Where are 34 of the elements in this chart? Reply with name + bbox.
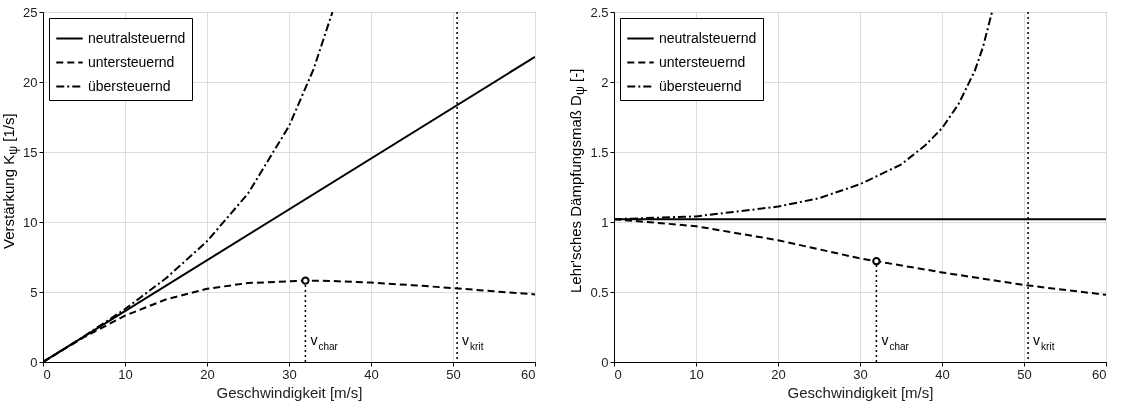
- x-tick-label: 60: [1092, 366, 1107, 382]
- x-tick-label: 10: [689, 366, 704, 382]
- x-tick-label: 40: [364, 366, 379, 382]
- y-tick-label: 10: [23, 214, 38, 230]
- x-tick-label: 30: [853, 366, 868, 382]
- y-tick-label: 2.5: [590, 4, 609, 20]
- legend-label: untersteuernd: [659, 53, 746, 70]
- x-axis-title: Geschwindigkeit [m/s]: [216, 383, 363, 401]
- y-tick-label: 2: [601, 74, 609, 90]
- legend-label: neutralsteuernd: [659, 29, 757, 46]
- x-tick-label: 60: [521, 366, 536, 382]
- y-tick-label: 25: [23, 4, 38, 20]
- x-tick-label: 50: [1017, 366, 1032, 382]
- y-tick-label: 1.5: [590, 144, 609, 160]
- y-tick-label: 1: [601, 214, 609, 230]
- x-tick-label: 0: [614, 366, 622, 382]
- legend-label: übersteuernd: [659, 77, 742, 94]
- y-tick-label: 0: [30, 354, 38, 370]
- y-tick-label: 20: [23, 74, 38, 90]
- x-tick-label: 40: [935, 366, 950, 382]
- legend-label: übersteuernd: [88, 77, 171, 94]
- legend-label: untersteuernd: [88, 53, 175, 70]
- y-tick-label: 0.5: [590, 284, 609, 300]
- y-tick-label: 5: [30, 284, 38, 300]
- legend-label: neutralsteuernd: [88, 29, 186, 46]
- y-tick-label: 0: [601, 354, 609, 370]
- x-tick-label: 20: [200, 366, 215, 382]
- y-tick-label: 15: [23, 144, 38, 160]
- x-tick-label: 20: [771, 366, 786, 382]
- x-tick-label: 10: [118, 366, 133, 382]
- x-tick-label: 30: [282, 366, 297, 382]
- x-tick-label: 50: [446, 366, 461, 382]
- x-axis-title: Geschwindigkeit [m/s]: [787, 383, 934, 401]
- x-tick-label: 0: [43, 366, 51, 382]
